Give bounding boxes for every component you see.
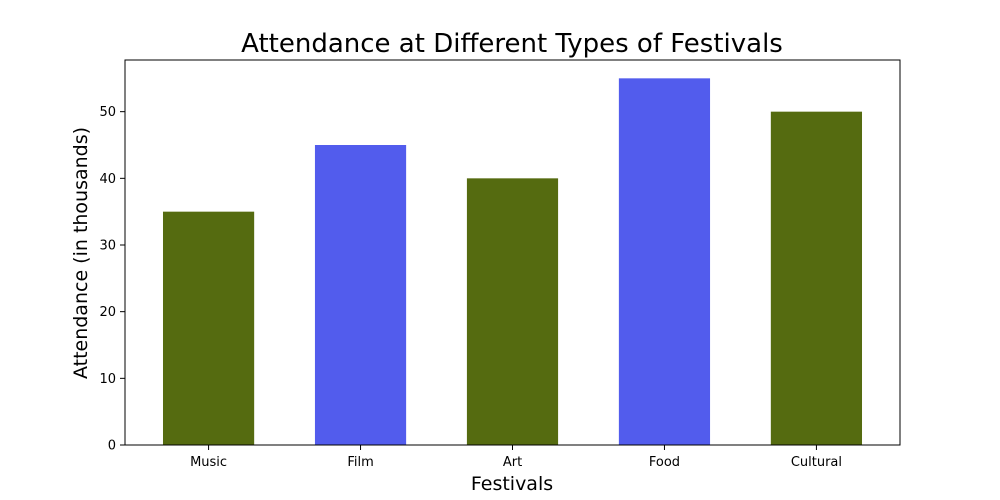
y-tick-label: 10: [99, 372, 116, 387]
x-axis: Music Film Art Food Cultural: [190, 445, 842, 470]
x-tick-label: Art: [503, 455, 522, 470]
bars-layer: [162, 78, 863, 446]
y-tick-label: 50: [99, 105, 116, 120]
y-axis-label: Attendance (in thousands): [70, 127, 92, 379]
bar-art: [466, 178, 559, 446]
y-tick-label: 0: [108, 439, 116, 454]
y-tick-label: 30: [99, 239, 116, 254]
x-tick-label: Cultural: [791, 455, 842, 470]
bar-food: [618, 78, 711, 445]
y-tick-label: 20: [99, 305, 116, 320]
y-tick-label: 40: [99, 172, 116, 187]
x-tick-label: Film: [347, 455, 373, 470]
bar-cultural: [770, 111, 863, 446]
chart-title: Attendance at Different Types of Festiva…: [241, 29, 783, 59]
y-axis: 0 10 20 30 40 50: [99, 105, 125, 454]
x-tick-label: Food: [649, 455, 680, 470]
x-tick-label: Music: [190, 455, 227, 470]
bar-film: [314, 145, 407, 445]
bar-music: [162, 211, 255, 445]
x-axis-label: Festivals: [471, 473, 553, 495]
